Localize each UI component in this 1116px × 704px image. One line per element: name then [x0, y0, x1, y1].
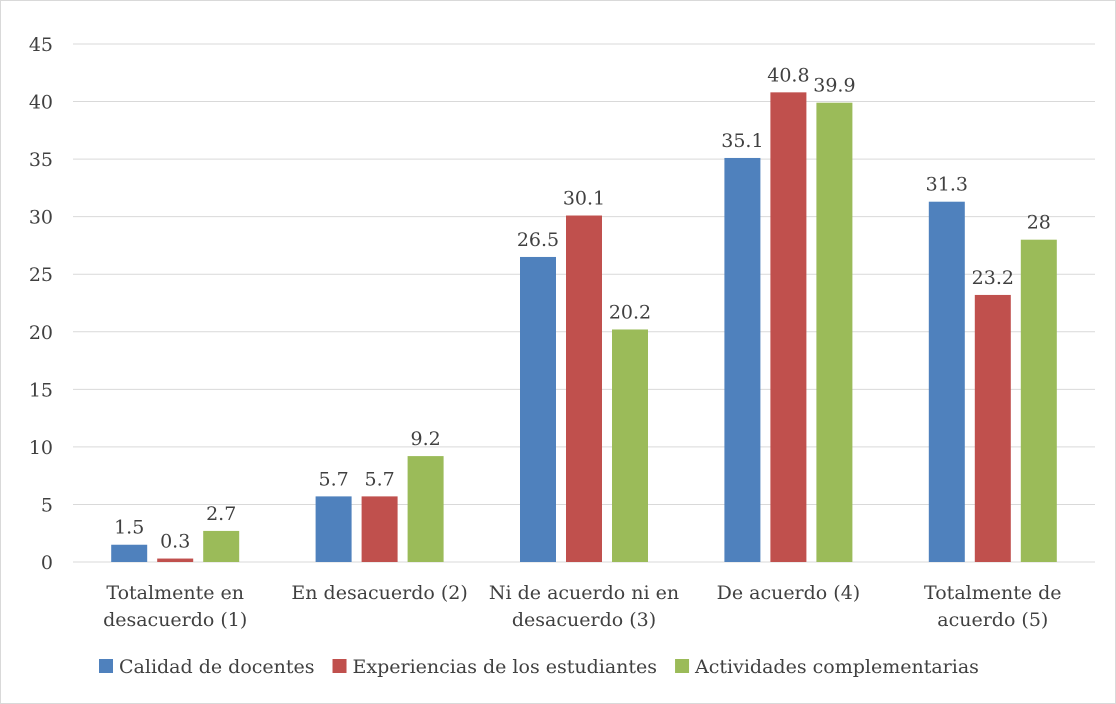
y-tick-label: 45 [29, 34, 53, 56]
bar [111, 544, 148, 562]
data-label: 1.5 [114, 517, 144, 539]
data-label: 0.3 [160, 531, 190, 553]
legend-label: Actividades complementarias [694, 656, 979, 678]
x-category-label: Totalmente de [924, 582, 1062, 604]
data-label: 31.3 [926, 174, 968, 196]
data-label: 39.9 [813, 75, 855, 97]
data-label: 5.7 [318, 468, 348, 490]
x-category-label: Totalmente en [106, 582, 244, 604]
y-tick-label: 15 [29, 379, 53, 401]
legend: Calidad de docentes Experiencias de los e… [99, 656, 979, 678]
bar [315, 496, 352, 562]
legend-swatch [99, 659, 113, 673]
y-tick-label: 5 [41, 494, 53, 516]
bar [157, 558, 194, 562]
y-tick-label: 40 [29, 92, 53, 114]
data-label: 9.2 [410, 428, 440, 450]
data-label: 5.7 [364, 468, 394, 490]
x-axis-category-labels: Totalmente en desacuerdo (1) En desacuerdo… [103, 582, 1061, 631]
x-category-label: De acuerdo (4) [717, 582, 861, 604]
data-label: 2.7 [206, 503, 236, 525]
y-tick-label: 10 [29, 437, 53, 459]
data-label: 35.1 [721, 130, 763, 152]
data-label: 28 [1027, 212, 1051, 234]
bar [928, 201, 965, 563]
legend-swatch [332, 659, 347, 673]
bar [974, 294, 1011, 562]
x-category-label: acuerdo (5) [937, 609, 1048, 631]
data-label: 20.2 [609, 301, 651, 323]
bar [724, 157, 761, 562]
bars [111, 92, 1057, 563]
legend-swatch [675, 659, 690, 673]
y-tick-label: 30 [29, 207, 53, 229]
y-tick-label: 35 [29, 149, 53, 171]
bar [566, 215, 602, 562]
bar [203, 530, 240, 562]
y-tick-label: 20 [29, 322, 53, 344]
y-axis-tick-labels: 0 5 10 15 20 25 30 35 40 45 [29, 34, 53, 574]
x-category-label: desacuerdo (1) [103, 609, 247, 631]
data-label: 26.5 [517, 229, 559, 251]
legend-label: Calidad de docentes [119, 656, 315, 678]
x-category-label: Ni de acuerdo ni en [489, 582, 679, 604]
bar [361, 496, 398, 562]
bar [816, 102, 853, 562]
y-tick-label: 0 [41, 552, 53, 574]
y-tick-label: 25 [29, 264, 53, 286]
x-category-label: desacuerdo (3) [512, 609, 656, 631]
data-label: 30.1 [563, 188, 605, 210]
legend-label: Experiencias de los estudiantes [353, 656, 658, 678]
bar [1020, 239, 1057, 562]
bar [770, 92, 807, 562]
data-labels: 1.5 5.7 26.5 35.1 31.3 0.3 5.7 30.1 40.8 23.2 2.7 9… [114, 64, 1051, 552]
x-category-label: En desacuerdo (2) [291, 582, 467, 604]
data-label: 23.2 [972, 267, 1014, 289]
bar [520, 256, 556, 562]
data-label: 40.8 [767, 64, 809, 86]
bar [612, 329, 648, 562]
bar [407, 456, 444, 562]
